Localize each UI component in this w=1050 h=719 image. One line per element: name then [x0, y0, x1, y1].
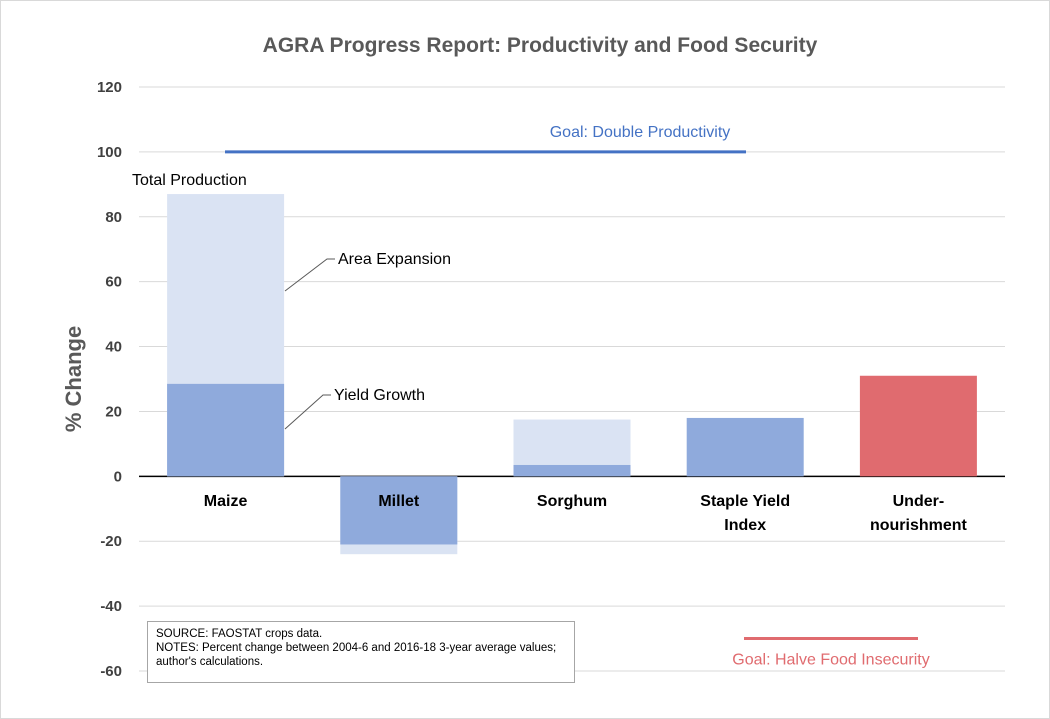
y-tick-label: 20: [105, 403, 122, 420]
chart-title: AGRA Progress Report: Productivity and F…: [263, 34, 818, 57]
goal-label-double-productivity: Goal: Double Productivity: [550, 124, 731, 141]
notes-box: SOURCE: FAOSTAT crops data. NOTES: Perce…: [147, 621, 575, 683]
leader-yield-growth: [284, 394, 331, 430]
annotation-total-production: Total Production: [132, 172, 247, 189]
bar-undernourishment-4: [859, 375, 977, 477]
category-label: Sorghum: [537, 493, 607, 510]
bar-yield-growth-1: [340, 476, 458, 545]
annotation-area-expansion: Area Expansion: [338, 251, 451, 268]
leader-area-expansion: [284, 258, 335, 292]
category-label: Millet: [378, 493, 420, 510]
y-tick-label: -60: [100, 663, 122, 680]
y-tick-label: -20: [100, 533, 122, 550]
category-label: nourishment: [870, 517, 968, 534]
y-tick-label: 100: [97, 144, 122, 161]
y-tick-label: 40: [105, 339, 122, 356]
y-tick-label: 0: [114, 468, 122, 485]
y-tick-label: 60: [105, 274, 122, 291]
bars: [167, 194, 977, 555]
annotation-yield-growth: Yield Growth: [334, 387, 425, 404]
category-label: Index: [724, 517, 766, 534]
notes-text: NOTES: Percent change between 2004-6 and…: [156, 642, 557, 668]
category-label: Under-: [893, 493, 945, 510]
category-labels: Maize Millet Sorghum Staple Yield Index Under…: [204, 493, 968, 534]
y-tick-labels: 120 100 80 60 40 20 0 -20 -40 -60: [97, 79, 122, 680]
y-tick-label: 80: [105, 209, 122, 226]
category-label: Staple Yield: [700, 493, 790, 510]
y-tick-label: -40: [100, 598, 122, 615]
bar-yield-growth-2: [513, 464, 631, 477]
annotations: Total Production Area Expansion Yield Grow…: [132, 172, 451, 430]
category-label: Maize: [204, 493, 248, 510]
notes-source: SOURCE: FAOSTAT crops data.: [156, 628, 323, 640]
goal-lines: Goal: Double Productivity Goal: Halve Foo…: [225, 124, 930, 669]
bar-yield-growth-0: [167, 383, 285, 477]
y-axis-label: % Change: [61, 326, 86, 432]
goal-label-halve-food-insecurity: Goal: Halve Food Insecurity: [732, 652, 929, 669]
y-tick-label: 120: [97, 79, 122, 96]
bar-yield-growth-3: [686, 417, 804, 477]
